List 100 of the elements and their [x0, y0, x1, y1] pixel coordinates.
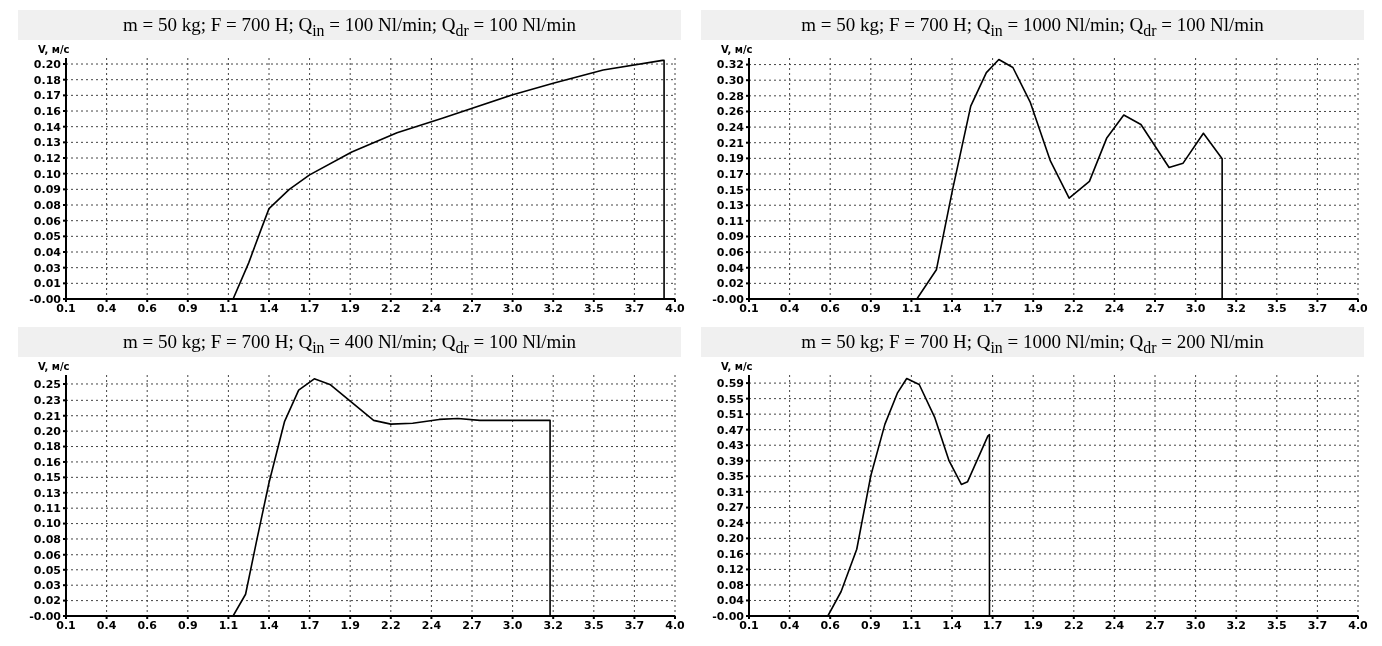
x-tick-label: 3.7 — [1307, 618, 1328, 632]
y-tick-label: 0.20 — [33, 57, 62, 71]
y-tick-label: 0.12 — [33, 151, 61, 165]
y-tick-label: 0.20 — [716, 532, 745, 546]
y-tick-label: 0.32 — [716, 58, 744, 72]
x-tick-label: 1.9 — [340, 618, 360, 632]
y-tick-label: 0.09 — [33, 183, 61, 197]
x-tick-label: 3.5 — [1267, 301, 1287, 315]
x-tick-label: 1.7 — [299, 618, 320, 632]
y-tick-label: 0.15 — [33, 471, 61, 485]
y-tick-label: 0.27 — [716, 501, 744, 515]
y-tick-label: 0.39 — [716, 454, 744, 468]
x-tick-label: 1.4 — [942, 301, 963, 315]
x-tick-label: 1.1 — [218, 301, 239, 315]
x-tick-label: 0.6 — [820, 301, 841, 315]
x-tick-label: 2.7 — [462, 301, 482, 315]
y-tick-label: 0.10 — [33, 167, 62, 181]
y-tick-label: 0.04 — [33, 245, 62, 259]
x-tick-label: 3.2 — [543, 618, 563, 632]
x-tick-label: 3.0 — [1185, 618, 1206, 632]
x-tick-label: 2.2 — [1064, 301, 1084, 315]
y-tick-label: 0.15 — [716, 183, 744, 197]
x-tick-label: 0.9 — [178, 618, 198, 632]
x-tick-label: 0.6 — [137, 301, 158, 315]
x-tick-label: 3.5 — [1267, 618, 1287, 632]
y-tick-label: 0.16 — [716, 547, 745, 561]
x-tick-label: 0.4 — [96, 618, 117, 632]
y-tick-label: 0.47 — [716, 423, 744, 437]
x-tick-label: 0.6 — [820, 618, 841, 632]
x-tick-label: 1.1 — [218, 618, 239, 632]
y-tick-label: 0.19 — [716, 152, 744, 166]
y-tick-label: 0.04 — [716, 261, 745, 275]
x-tick-label: 2.4 — [1104, 301, 1125, 315]
x-tick-label: 2.7 — [1145, 301, 1165, 315]
y-axis-title: V, м/с — [721, 361, 753, 372]
x-tick-label: 2.4 — [421, 301, 442, 315]
x-tick-label: 3.7 — [624, 301, 645, 315]
y-tick-label: 0.01 — [33, 277, 61, 291]
y-tick-label: 0.03 — [33, 261, 61, 275]
y-tick-label: 0.11 — [716, 214, 744, 228]
y-tick-label: 0.17 — [33, 89, 61, 103]
y-tick-label: 0.02 — [716, 277, 744, 291]
x-tick-label: 2.4 — [1104, 618, 1125, 632]
x-tick-label: 1.4 — [942, 618, 963, 632]
x-tick-label: 1.9 — [1023, 618, 1043, 632]
y-tick-label: 0.13 — [33, 136, 61, 150]
x-tick-label: 2.7 — [462, 618, 482, 632]
y-tick-label: 0.28 — [716, 89, 744, 103]
y-axis-title: V, м/с — [721, 44, 753, 55]
y-tick-label: 0.21 — [33, 409, 61, 423]
x-tick-label: 3.2 — [1226, 301, 1246, 315]
y-tick-label: 0.03 — [33, 579, 61, 593]
y-tick-label: 0.26 — [716, 105, 745, 119]
x-tick-label: 3.0 — [1185, 301, 1206, 315]
x-tick-label: 2.2 — [1064, 618, 1084, 632]
y-tick-label: 0.06 — [716, 246, 745, 260]
chart-title: m = 50 kg; F = 700 H; Q$_{in}$ = 400 Nl/min; Q$_{dr}$ = 100 Nl/min — [18, 327, 681, 357]
y-axis-title: V, м/с — [38, 44, 70, 55]
y-tick-label: 0.06 — [33, 548, 62, 562]
y-tick-label: 0.35 — [716, 470, 744, 484]
x-tick-label: 1.1 — [901, 301, 922, 315]
x-tick-label: 2.2 — [381, 301, 401, 315]
y-tick-label: 0.16 — [33, 455, 62, 469]
y-tick-label: 0.25 — [33, 377, 61, 391]
chart-title: m = 50 kg; F = 700 H; Q$_{in}$ = 100 Nl/min; Q$_{dr}$ = 100 Nl/min — [18, 10, 681, 40]
y-tick-label: 0.08 — [716, 578, 744, 592]
y-tick-label: 0.24 — [716, 516, 745, 530]
y-tick-label: 0.09 — [716, 230, 744, 244]
y-tick-label: 0.30 — [716, 74, 745, 88]
x-tick-label: 1.1 — [901, 618, 922, 632]
y-tick-label: 0.55 — [716, 392, 744, 406]
y-tick-label: 0.59 — [716, 377, 744, 390]
y-tick-label: 0.05 — [33, 230, 61, 244]
y-tick-label: 0.31 — [716, 485, 744, 499]
x-tick-label: 3.7 — [1307, 301, 1328, 315]
y-tick-label: 0.05 — [33, 563, 61, 577]
y-axis-title: V, м/с — [38, 361, 70, 372]
y-tick-label: 0.21 — [716, 136, 744, 150]
y-tick-label: 0.51 — [716, 408, 744, 422]
y-tick-label: 0.04 — [716, 594, 745, 608]
y-tick-label: 0.06 — [33, 214, 62, 228]
y-tick-label: 0.23 — [33, 394, 61, 408]
y-tick-label: 0.13 — [33, 486, 61, 500]
y-tick-label: 0.20 — [33, 425, 62, 439]
chart-title: m = 50 kg; F = 700 H; Q$_{in}$ = 1000 Nl/min; Q$_{dr}$ = 200 Nl/min — [701, 327, 1364, 357]
x-tick-label: 0.9 — [861, 618, 881, 632]
x-tick-label: 1.9 — [1023, 301, 1043, 315]
y-tick-label: 0.10 — [33, 517, 62, 531]
x-tick-label: 3.5 — [584, 618, 604, 632]
x-tick-label: 1.7 — [299, 301, 320, 315]
x-tick-label: 3.0 — [502, 618, 523, 632]
x-tick-label: 4.0 — [1348, 301, 1369, 315]
y-tick-label: 0.08 — [33, 532, 61, 546]
x-tick-label: 1.9 — [340, 301, 360, 315]
x-tick-label: 2.7 — [1145, 618, 1165, 632]
x-tick-label: 3.2 — [543, 301, 563, 315]
chart-title: m = 50 kg; F = 700 H; Q$_{in}$ = 1000 Nl/min; Q$_{dr}$ = 100 Nl/min — [701, 10, 1364, 40]
y-tick-label: 0.11 — [33, 502, 61, 516]
y-tick-label: 0.12 — [716, 563, 744, 577]
y-tick-label: 0.02 — [33, 594, 61, 608]
